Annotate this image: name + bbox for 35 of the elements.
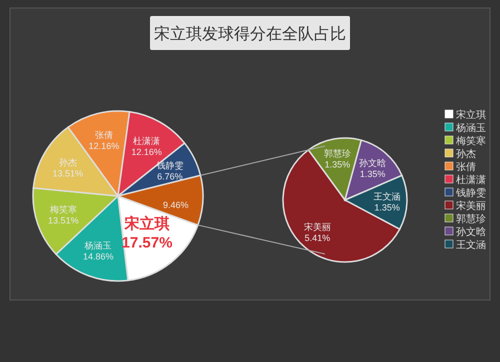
data-label: 12.16% [131, 146, 162, 157]
slice-label: 宋立琪 [124, 214, 170, 233]
slice-label: 宋美丽 [304, 222, 331, 232]
slice-label: 孙杰 [58, 157, 77, 168]
legend-label: 宋美丽 [456, 200, 486, 212]
data-label: 13.51% [48, 216, 79, 226]
slice-label: 张倩 [94, 130, 113, 140]
data-label: 1.35% [374, 202, 400, 213]
data-label: 1.35% [324, 160, 350, 170]
data-label: 5.41% [304, 232, 330, 243]
slice-label: 王文涵 [374, 192, 401, 202]
data-label: 14.86% [82, 251, 114, 262]
legend-label: 王文涵 [456, 239, 486, 251]
legend-label: 郭慧珍 [456, 213, 486, 225]
slice-label: 郭慧珍 [324, 148, 351, 159]
legend-label: 孙文晗 [456, 226, 486, 238]
legend-label: 杜潇潇 [456, 174, 486, 186]
slice-label: 梅笑寒 [48, 204, 77, 215]
data-label: 9.46% [162, 200, 188, 210]
legend-label: 钱静雯 [455, 187, 486, 199]
slice-label: 杜潇潇 [133, 136, 160, 146]
data-label: 13.51% [52, 168, 84, 178]
legend-label: 杨涵玉 [455, 122, 486, 134]
legend-label: 宋立琪 [456, 109, 486, 121]
legend-label: 梅笑寒 [455, 135, 486, 147]
slice-label: 孙文晗 [359, 158, 386, 168]
data-label: 6.76% [157, 171, 183, 182]
data-label: 12.16% [88, 140, 120, 151]
legend-label: 张倩 [456, 161, 476, 173]
slice-label: 钱静雯 [155, 160, 184, 170]
chart-title: 宋立琪发球得分在全队占比 [154, 25, 346, 43]
slice-label: 杨涵玉 [84, 240, 112, 250]
legend-label: 孙杰 [456, 148, 476, 160]
data-label: 17.57% [122, 234, 172, 252]
data-label: 1.35% [360, 169, 386, 180]
